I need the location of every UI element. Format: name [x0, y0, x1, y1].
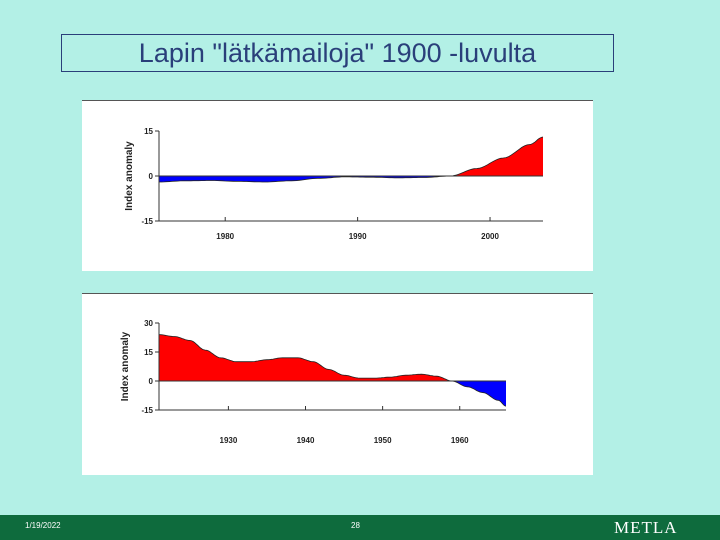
- x-tick-label: 1950: [374, 436, 392, 445]
- y-axis-label: Index anomaly: [120, 331, 131, 401]
- y-tick-label: 0: [149, 172, 154, 181]
- slide-title: Lapin "lätkämailoja" 1900 -luvulta: [61, 34, 614, 72]
- y-tick-label: -15: [141, 406, 153, 415]
- footer-bar: 1/19/2022 28 METLA: [0, 515, 720, 540]
- chart-panel-top: -15 0 15 1980 1990 2000 Index anomaly: [82, 100, 593, 271]
- positive-anomaly-area: [159, 334, 506, 381]
- y-tick-label: 0: [149, 377, 154, 386]
- y-tick-label: 30: [144, 319, 153, 328]
- x-tick-label: 1930: [220, 436, 238, 445]
- metla-logo: METLA: [614, 518, 678, 537]
- y-tick-label: 15: [144, 348, 153, 357]
- y-tick-label: -15: [141, 217, 153, 226]
- chart-top: -15 0 15 1980 1990 2000 Index anomaly: [82, 100, 593, 241]
- negative-anomaly-area: [159, 381, 506, 407]
- chart-bottom: -15 0 15 30 1930 1940 1950 1960 Index anomaly: [82, 293, 593, 445]
- chart-panel-bottom: -15 0 15 30 1930 1940 1950 1960 Index anomaly: [82, 293, 593, 475]
- y-tick-label: 15: [144, 127, 153, 136]
- y-axis-label: Index anomaly: [124, 141, 135, 211]
- footer-date: 1/19/2022: [25, 521, 61, 530]
- x-tick-label: 1980: [216, 232, 234, 241]
- anomaly-line: [159, 136, 544, 183]
- x-tick-label: 2000: [481, 232, 499, 241]
- x-tick-label: 1940: [297, 436, 315, 445]
- x-tick-label: 1960: [451, 436, 469, 445]
- page-number: 28: [351, 521, 360, 530]
- negative-anomaly-area: [159, 176, 543, 182]
- x-tick-label: 1990: [349, 232, 367, 241]
- positive-anomaly-area: [159, 137, 543, 176]
